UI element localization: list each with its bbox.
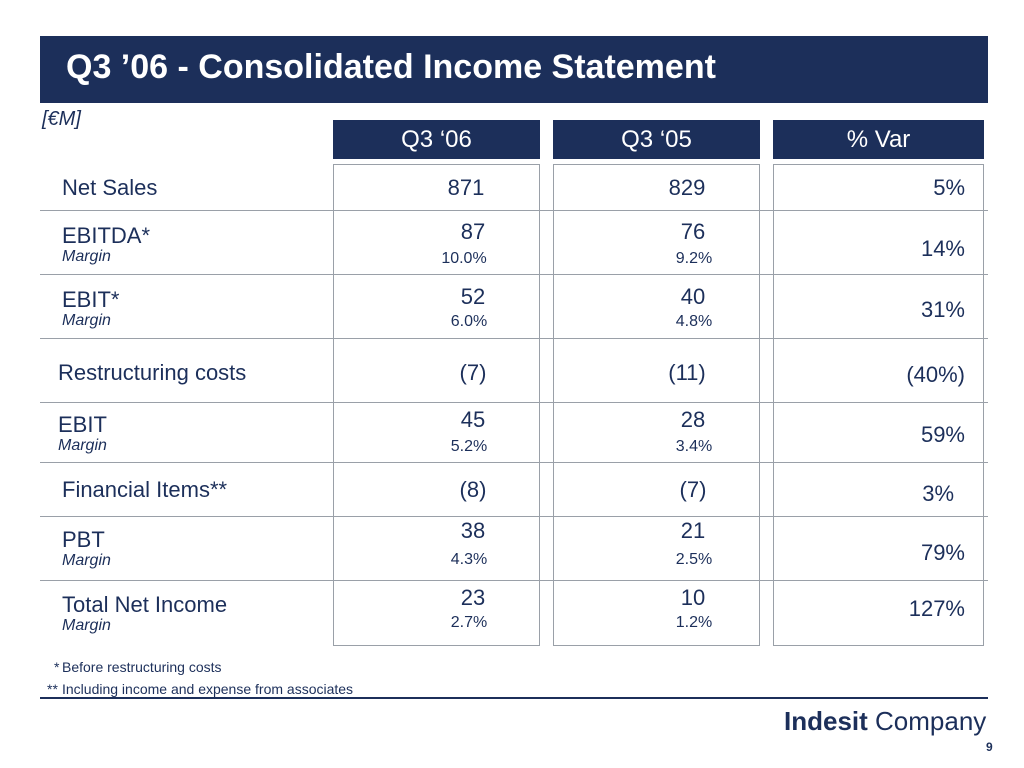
pbt-q3-05: 21 — [680, 518, 706, 543]
footnote-1-mark: * — [54, 659, 60, 675]
footnote-2-mark: ** — [47, 681, 58, 697]
column-box-q3-05 — [553, 164, 760, 646]
ebitda-margin-q3-06: 10.0% — [441, 250, 487, 267]
footer-divider — [40, 697, 988, 699]
net-sales-q3-06: 871 — [447, 175, 485, 200]
pbt-margin-q3-06: 4.3% — [450, 551, 488, 568]
row-separator — [40, 580, 988, 581]
ebitda-margin-label: Margin — [62, 248, 111, 265]
ebit-before-restructuring-q3-06: 52 — [460, 284, 486, 309]
pbt-margin-label: Margin — [62, 552, 111, 569]
row-label-restructuring-costs: Restructuring costs — [58, 360, 247, 385]
indesit-company-logo: Indesit Company — [784, 706, 986, 737]
row-separator — [40, 402, 988, 403]
ebit-margin-label: Margin — [58, 437, 107, 454]
row-separator — [40, 516, 988, 517]
restructuring-costs-q3-06: (7) — [459, 360, 487, 385]
financial-items-q3-06: (8) — [459, 477, 487, 502]
row-label-total-net-income: Total Net Income — [62, 592, 228, 617]
net-sales-var: 5% — [933, 175, 965, 200]
ebit-before-restructuring-margin-q3-05: 4.8% — [675, 313, 713, 330]
ebit-before-restructuring-q3-05: 40 — [680, 284, 706, 309]
unit-label: [€M] — [42, 108, 81, 130]
column-box-q3-06 — [333, 164, 540, 646]
page-number: 9 — [986, 740, 993, 754]
row-separator — [40, 338, 988, 339]
row-label-ebit-before-restructuring: EBIT* — [62, 287, 120, 312]
title-bar: Q3 ’06 - Consolidated Income Statement — [40, 36, 988, 103]
row-label-ebitda: EBITDA* — [62, 223, 151, 248]
slide-title: Q3 ’06 - Consolidated Income Statement — [66, 48, 716, 86]
row-separator — [40, 274, 988, 275]
financial-items-var: 3% — [922, 481, 954, 506]
total-net-income-q3-05: 10 — [680, 585, 706, 610]
restructuring-costs-q3-05: (11) — [668, 360, 706, 385]
ebit-var: 59% — [920, 422, 965, 447]
ebitda-q3-05: 76 — [680, 219, 706, 244]
ebit-q3-05: 28 — [680, 407, 706, 432]
column-header-q3-05: Q3 ‘05 — [553, 120, 760, 159]
pbt-q3-06: 38 — [460, 518, 486, 543]
pbt-margin-q3-05: 2.5% — [675, 551, 713, 568]
ebit-margin-q3-06: 5.2% — [450, 438, 488, 455]
ebit-before-restructuring-var: 31% — [920, 297, 965, 322]
ebitda-margin-q3-05: 9.2% — [675, 250, 713, 267]
row-separator — [40, 462, 988, 463]
ebit-before-restructuring-margin-q3-06: 6.0% — [450, 313, 488, 330]
row-label-pbt: PBT — [62, 527, 105, 552]
row-label-net-sales: Net Sales — [62, 175, 158, 200]
ebit-q3-06: 45 — [460, 407, 486, 432]
ebitda-q3-06: 87 — [460, 219, 486, 244]
total-net-income-margin-q3-06: 2.7% — [450, 614, 488, 631]
row-separator — [40, 210, 988, 211]
pbt-var: 79% — [920, 540, 965, 565]
total-net-income-q3-06: 23 — [460, 585, 486, 610]
row-label-financial-items: Financial Items** — [62, 477, 228, 502]
financial-items-q3-05: (7) — [679, 477, 707, 502]
ebit-margin-q3-05: 3.4% — [675, 438, 713, 455]
column-header-q3-06: Q3 ‘06 — [333, 120, 540, 159]
footnote-2-text: Including income and expense from associ… — [62, 681, 354, 697]
total-net-income-margin-q3-05: 1.2% — [675, 614, 713, 631]
footnote-1-text: Before restructuring costs — [62, 659, 222, 675]
total-net-income-var: 127% — [908, 596, 965, 621]
row-label-ebit: EBIT — [58, 412, 107, 437]
net-sales-q3-05: 829 — [668, 175, 706, 200]
logo-regular-text: Company — [867, 706, 987, 736]
ebit-before-restructuring-margin-label: Margin — [62, 312, 111, 329]
total-net-income-margin-label: Margin — [62, 617, 111, 634]
restructuring-costs-var: (40%) — [906, 362, 965, 387]
column-box-var — [773, 164, 984, 646]
column-header-var: % Var — [773, 120, 984, 159]
logo-bold-text: Indesit — [784, 706, 868, 736]
ebitda-var: 14% — [920, 236, 965, 261]
